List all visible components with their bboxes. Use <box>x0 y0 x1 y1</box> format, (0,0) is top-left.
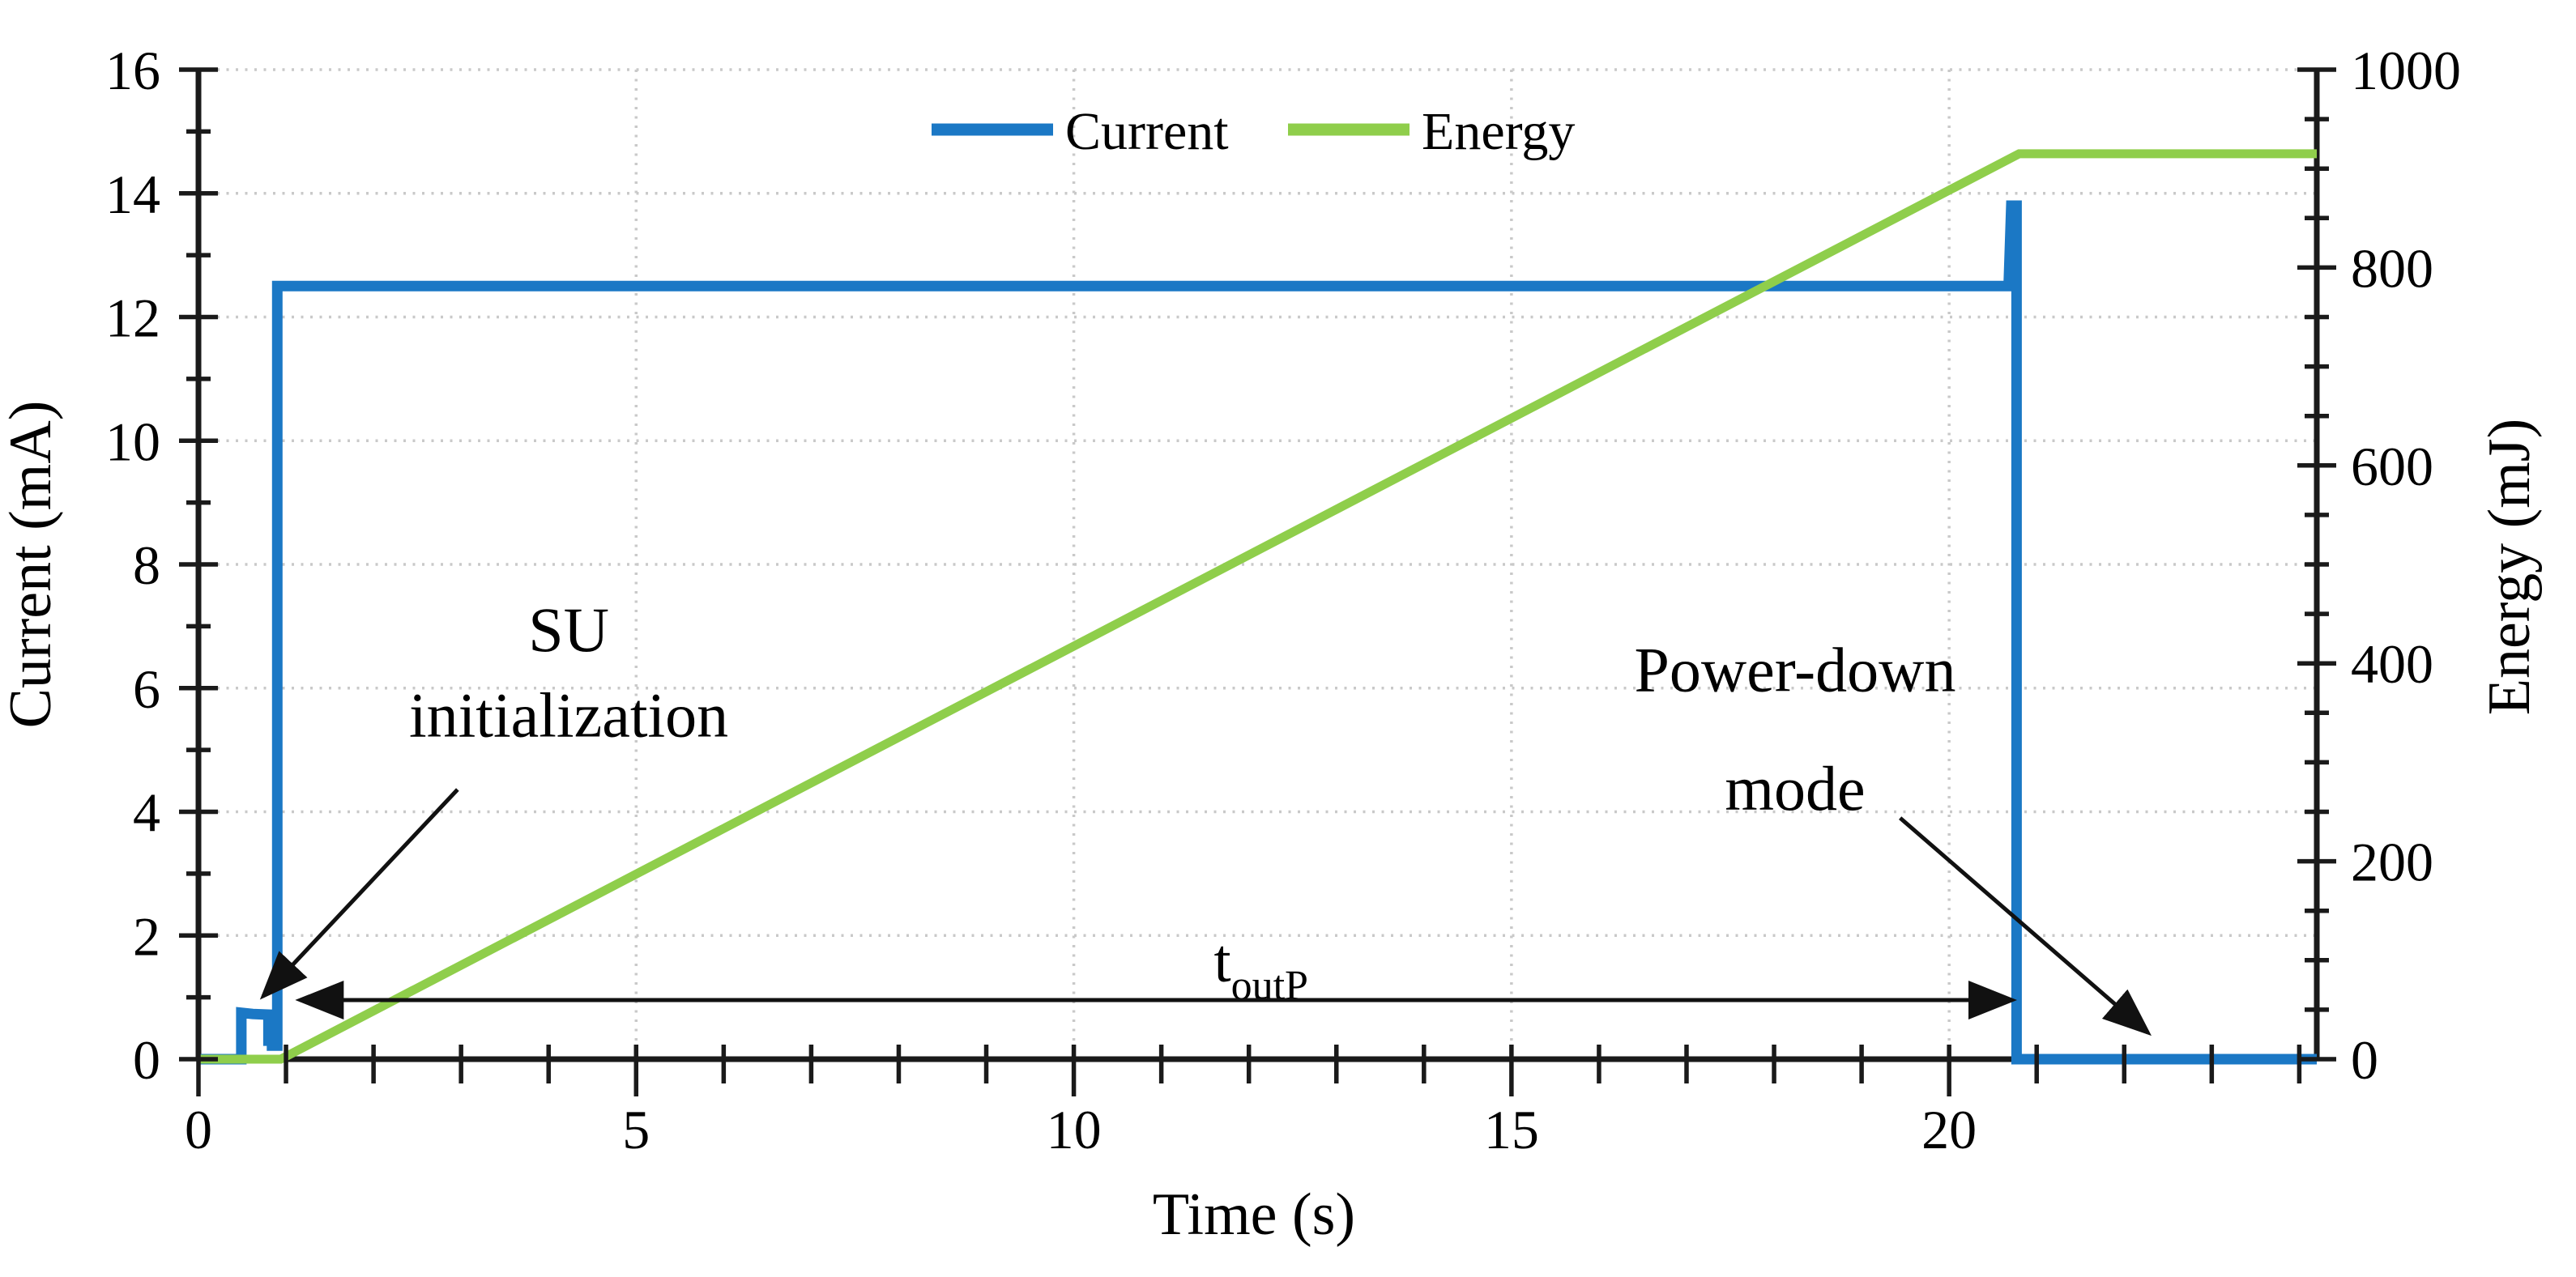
y-right-tick-label: 600 <box>2351 436 2433 497</box>
y-left-tick-label: 16 <box>105 40 160 101</box>
x-tick-label: 10 <box>1047 1099 1102 1160</box>
axis-ticks <box>179 67 2336 1096</box>
y-left-tick-label: 8 <box>133 534 160 596</box>
y-right-tick-label: 800 <box>2351 237 2433 299</box>
series-line-energy <box>198 149 2317 1064</box>
annotation-power-down-mode: mode <box>1725 753 1865 824</box>
legend-label-current: Current <box>1065 102 1229 161</box>
y-left-tick-label: 2 <box>133 905 160 967</box>
x-tick-label: 0 <box>185 1099 212 1160</box>
annotation-t-outp: toutP <box>1213 927 1308 1009</box>
y-left-tick-label: 6 <box>133 658 160 720</box>
y-right-tick-label: 1000 <box>2351 40 2461 101</box>
annotation-su-initialization: initialization <box>409 679 728 750</box>
x-tick-label: 15 <box>1484 1099 1539 1160</box>
y-axis-title-right: Energy (mJ) <box>2476 419 2543 716</box>
annotation-power-down-mode: Power-down <box>1634 635 1955 705</box>
y-right-tick-label: 200 <box>2351 832 2433 893</box>
powerdown-arrow <box>1899 816 2152 1036</box>
x-tick-label: 20 <box>1921 1099 1977 1160</box>
y-right-tick-label: 400 <box>2351 633 2433 695</box>
x-axis-title: Time (s) <box>1153 1181 1355 1248</box>
annotation-su-initialization: SU <box>528 594 609 665</box>
y-axis-title-left: Current (mA) <box>0 401 64 729</box>
legend: Current Energy <box>932 102 1575 161</box>
y-left-tick-label: 14 <box>105 164 160 225</box>
y-left-tick-label: 10 <box>105 411 160 472</box>
y-left-tick-label: 0 <box>133 1029 160 1091</box>
y-right-tick-label: 0 <box>2351 1029 2378 1091</box>
su-arrow <box>259 788 459 1000</box>
y-left-tick-label: 4 <box>133 782 160 844</box>
series-lines <box>198 149 2317 1065</box>
y-left-tick-label: 12 <box>105 287 160 349</box>
x-tick-label: 5 <box>622 1099 650 1160</box>
series-line-current <box>198 200 2317 1065</box>
annotations: SU initialization Power-down mode toutP <box>259 594 2152 1036</box>
legend-label-energy: Energy <box>1422 102 1575 161</box>
gridlines <box>198 68 2317 1059</box>
